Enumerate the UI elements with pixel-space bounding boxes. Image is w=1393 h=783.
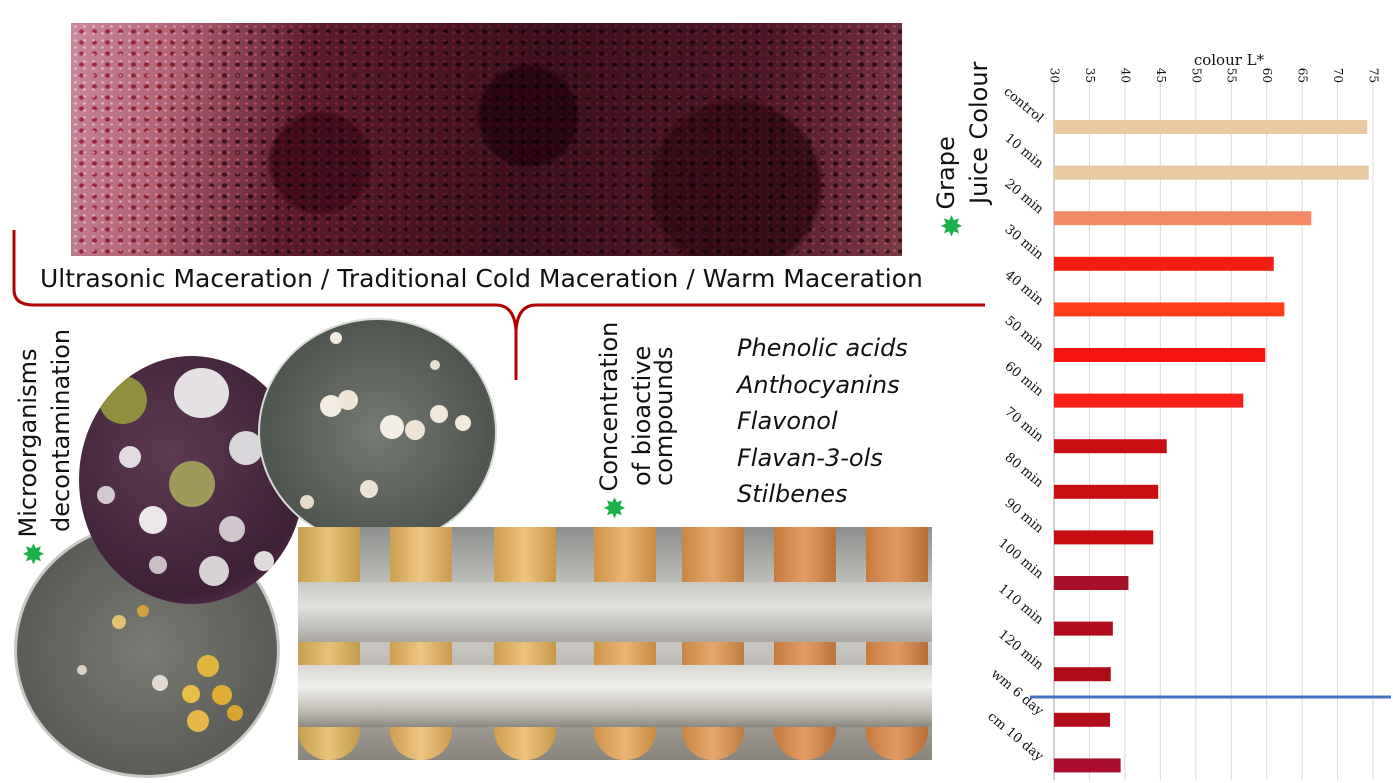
colour-l-bar-chart: colour L* 30 35 40 45 50 55 60 65 70 75 control 10… [985,51,1391,780]
chart-tick-label: 55 [1225,68,1239,83]
petri-dish-white-colonies [258,318,497,546]
chart-bar [1054,484,1159,499]
microorganisms-label-line-2: decontamination [47,328,75,532]
chart-tick-label: 40 [1118,68,1132,83]
chart-bar [1054,211,1312,226]
star-icon: ✸ [21,537,46,571]
maceration-methods-title: Ultrasonic Maceration / Traditional Cold… [40,264,923,293]
chart-tick-label: 45 [1154,68,1168,83]
chart-category-label: 120 min [995,627,1046,673]
compound-item: Flavan-3-ols [737,443,883,472]
chart-bar [1054,758,1121,773]
compound-item: Flavonol [737,407,838,435]
chart-bar [1054,530,1154,545]
chart-bar [1054,120,1368,134]
chart-category-label: 100 min [995,536,1046,582]
microorganisms-label-line-1: Microorganisms [14,348,42,538]
chart-bar [1054,165,1369,180]
chart-tick-label: 30 [1048,68,1062,83]
chart-category-label: 80 min [1002,450,1047,491]
chart-bar [1054,576,1129,590]
chart-category-label: 70 min [1002,404,1047,445]
chart-category-label: 20 min [1002,176,1047,217]
compound-item: Phenolic acids [737,334,908,362]
compound-item: Anthocyanins [737,370,900,399]
chart-category-label: 90 min [1002,496,1047,537]
chart-bar [1054,439,1167,454]
star-icon: ✸ [602,491,627,525]
grape-maceration-photo [71,23,902,256]
compound-list: Phenolic acids Anthocyanins Flavonol Fla… [737,330,908,513]
grape-juice-label-line-1: Grape [932,136,960,210]
chart-category-label: 50 min [1002,313,1047,354]
chart-tick-label: 65 [1296,68,1310,83]
bioactive-compounds-label: ✸ Concentration of bioactive compounds [595,321,678,525]
chart-bar [1054,302,1285,317]
chart-bar [1054,256,1274,271]
chart-category-label: 30 min [1002,222,1047,263]
chart-bar [1054,667,1111,682]
chart-category-label: control [1000,84,1046,126]
chart-bar [1054,348,1266,362]
chart-tick-label: 60 [1260,68,1274,83]
chart-bar [1054,712,1111,727]
microorganisms-label: ✸ Microorganisms decontamination [14,328,75,571]
compound-item: Stilbenes [737,480,848,508]
chart-tick-label: 35 [1083,68,1097,83]
chart-tick-label: 75 [1367,68,1381,83]
chart-category-label: 110 min [995,582,1046,628]
juice-test-tubes-photo [298,527,932,760]
chart-bar [1054,621,1113,636]
chart-tick-label: 70 [1331,68,1345,83]
chart-category-label: 60 min [1002,359,1047,400]
compounds-heading-line-1: Concentration [595,321,623,492]
compounds-heading-line-3: compounds [650,346,678,486]
star-icon: ✸ [939,209,964,243]
grape-juice-colour-label: ✸ Grape Juice Colour [932,62,993,243]
chart-x-axis-label: colour L* [1194,51,1265,69]
chart-bar [1054,393,1244,408]
chart-category-label: 10 min [1002,131,1047,172]
chart-tick-label: 50 [1189,68,1203,83]
chart-category-label: 40 min [1002,268,1047,309]
